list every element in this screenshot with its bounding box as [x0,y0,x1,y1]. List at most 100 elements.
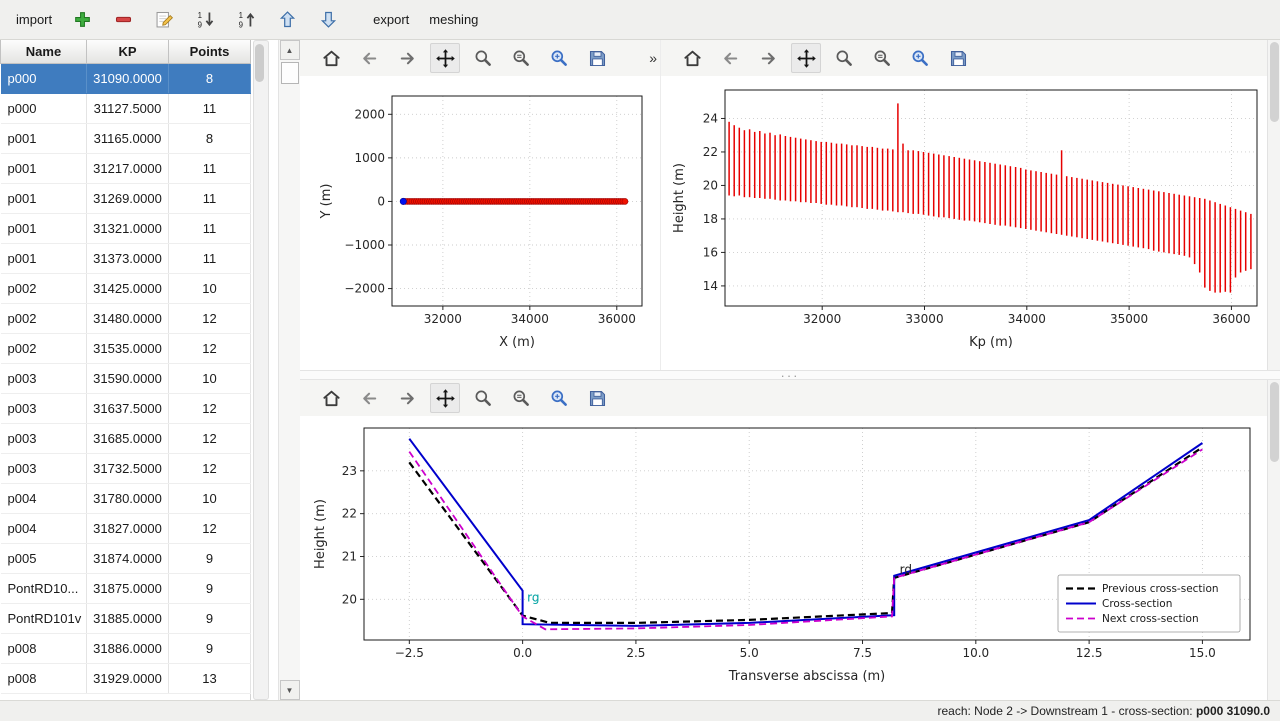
move-down-icon [318,9,339,30]
mpl-customize-button[interactable] [905,43,935,73]
mpl-pan-button[interactable] [430,383,460,413]
mpl-home-button[interactable] [316,383,346,413]
mpl-pan-button[interactable] [791,43,821,73]
cell-points: 10 [168,273,251,304]
mpl-customize-button[interactable] [544,43,574,73]
cell-points: 10 [168,483,251,514]
profile-figure[interactable]: 32000 33000 34000 35000 36000 14 16 18 20 22 24 Kp … [661,76,1265,371]
svg-text:22: 22 [342,507,357,521]
cell-name: p008 [0,633,87,664]
export-button[interactable]: export [367,5,415,35]
top-plots-scrollbar[interactable] [1267,40,1280,370]
table-row[interactable]: p001 31217.0000 11 [0,153,251,184]
column-header-name[interactable]: Name [0,40,87,64]
meshing-button[interactable]: meshing [423,5,484,35]
svg-text:9: 9 [198,20,202,29]
mpl-forward-button[interactable] [753,43,783,73]
table-row[interactable]: PontRD101v 31885.0000 9 [0,603,251,634]
mpl-home-button[interactable] [677,43,707,73]
table-row[interactable]: p005 31874.0000 9 [0,543,251,574]
mpl-home-button[interactable] [316,43,346,73]
table-row[interactable]: p003 31590.0000 10 [0,363,251,394]
table-row[interactable]: p008 31886.0000 9 [0,633,251,664]
table-row[interactable]: p002 31535.0000 12 [0,333,251,364]
remove-button[interactable] [107,5,140,35]
longitudinal-profile-plot[interactable]: 32000 33000 34000 35000 36000 14 16 18 20 22 24 Kp … [661,76,1265,368]
svg-text:1: 1 [198,11,202,20]
svg-text:2.5: 2.5 [626,646,645,660]
table-row[interactable]: p001 31373.0000 11 [0,243,251,274]
bottom-scrollbar-thumb[interactable] [1270,382,1279,462]
import-button[interactable]: import [10,5,58,35]
mpl-save-button[interactable] [943,43,973,73]
mpl-forward-button[interactable] [392,43,422,73]
cell-kp: 31929.0000 [86,663,169,694]
table-row[interactable]: p000 31090.0000 8 [0,63,251,94]
panel-scrollbar-thumb[interactable] [280,62,299,84]
table-row[interactable]: p001 31165.0000 8 [0,123,251,154]
panel-scrollbar[interactable]: ▲ ▼ [278,40,300,700]
cell-name: p000 [0,93,87,124]
edit-button[interactable] [148,5,181,35]
mpl-zoom-button[interactable] [829,43,859,73]
plan-view-figure[interactable]: 32000 34000 36000 −2000 −1000 0 1000 2000 X (m) Y… [300,76,656,371]
mpl-zoom-button[interactable] [468,43,498,73]
plan-view-plot[interactable]: 32000 34000 36000 −2000 −1000 0 1000 2000 X (m) Y… [300,76,656,368]
cell-points: 11 [168,153,251,184]
mpl-back-button[interactable] [354,383,384,413]
cell-kp: 31480.0000 [86,303,169,334]
cell-kp: 31780.0000 [86,483,169,514]
annotation-rd: rd [900,563,912,577]
mpl-back-button[interactable] [715,43,745,73]
table-row[interactable]: p003 31685.0000 12 [0,423,251,454]
table-row[interactable]: p001 31321.0000 11 [0,213,251,244]
mpl-forward-button[interactable] [392,383,422,413]
table-row[interactable]: p004 31827.0000 12 [0,513,251,544]
cell-kp: 31685.0000 [86,423,169,454]
table-row[interactable]: p002 31480.0000 12 [0,303,251,334]
cell-points: 9 [168,543,251,574]
mpl-subplots-button[interactable] [506,383,536,413]
mpl-zoom-button[interactable] [468,383,498,413]
mpl-customize-button[interactable] [544,383,574,413]
column-header-kp[interactable]: KP [86,40,169,64]
cross-section-figure[interactable]: −2.5 0.0 2.5 5.0 7.5 10.0 12.5 15.0 20 21 22 23 rg rd… [300,416,1258,701]
mpl-pan-button[interactable] [430,43,460,73]
table-row[interactable]: p002 31425.0000 10 [0,273,251,304]
horizontal-splitter[interactable]: ··· [300,369,1280,382]
toolbar-extension-button[interactable]: » [649,50,657,66]
cell-name: p001 [0,213,87,244]
cross-section-view-panel: −2.5 0.0 2.5 5.0 7.5 10.0 12.5 15.0 20 21 22 23 rg rd… [300,380,1280,700]
edit-icon [154,9,175,30]
table-row[interactable]: p008 31929.0000 13 [0,663,251,694]
table-row[interactable]: p000 31127.5000 11 [0,93,251,124]
column-header-points[interactable]: Points [168,40,251,64]
mpl-save-button[interactable] [582,43,612,73]
scroll-up-button[interactable]: ▲ [279,40,300,60]
table-row[interactable]: p004 31780.0000 10 [0,483,251,514]
table-scrollbar-thumb[interactable] [255,44,264,82]
bottom-scrollbar[interactable] [1267,380,1280,700]
scroll-down-button[interactable]: ▼ [279,680,300,700]
move-up-button[interactable] [271,5,304,35]
mpl-save-button[interactable] [582,383,612,413]
mpl-back-button[interactable] [354,43,384,73]
mpl-subplots-button[interactable] [506,43,536,73]
table-row[interactable]: p001 31269.0000 11 [0,183,251,214]
table-row[interactable]: p003 31637.5000 12 [0,393,251,424]
table-row[interactable]: p003 31732.5000 12 [0,453,251,484]
table-row[interactable]: PontRD10... 31875.0000 9 [0,573,251,604]
cross-section-table-wrap: Name KP Points p000 31090.0000 8 p000 31127.50… [0,40,251,700]
cross-section-figure-area: −2.5 0.0 2.5 5.0 7.5 10.0 12.5 15.0 20 21 22 23 rg rd… [300,416,1268,700]
table-scrollbar[interactable] [253,40,269,700]
svg-text:22: 22 [703,145,718,159]
cell-name: p001 [0,183,87,214]
top-plots-scrollbar-thumb[interactable] [1270,42,1279,122]
save-icon [948,48,969,69]
add-button[interactable] [66,5,99,35]
mpl-subplots-button[interactable] [867,43,897,73]
move-down-button[interactable] [312,5,345,35]
cross-section-plot[interactable]: −2.5 0.0 2.5 5.0 7.5 10.0 12.5 15.0 20 21 22 23 rg rd… [300,416,1258,698]
